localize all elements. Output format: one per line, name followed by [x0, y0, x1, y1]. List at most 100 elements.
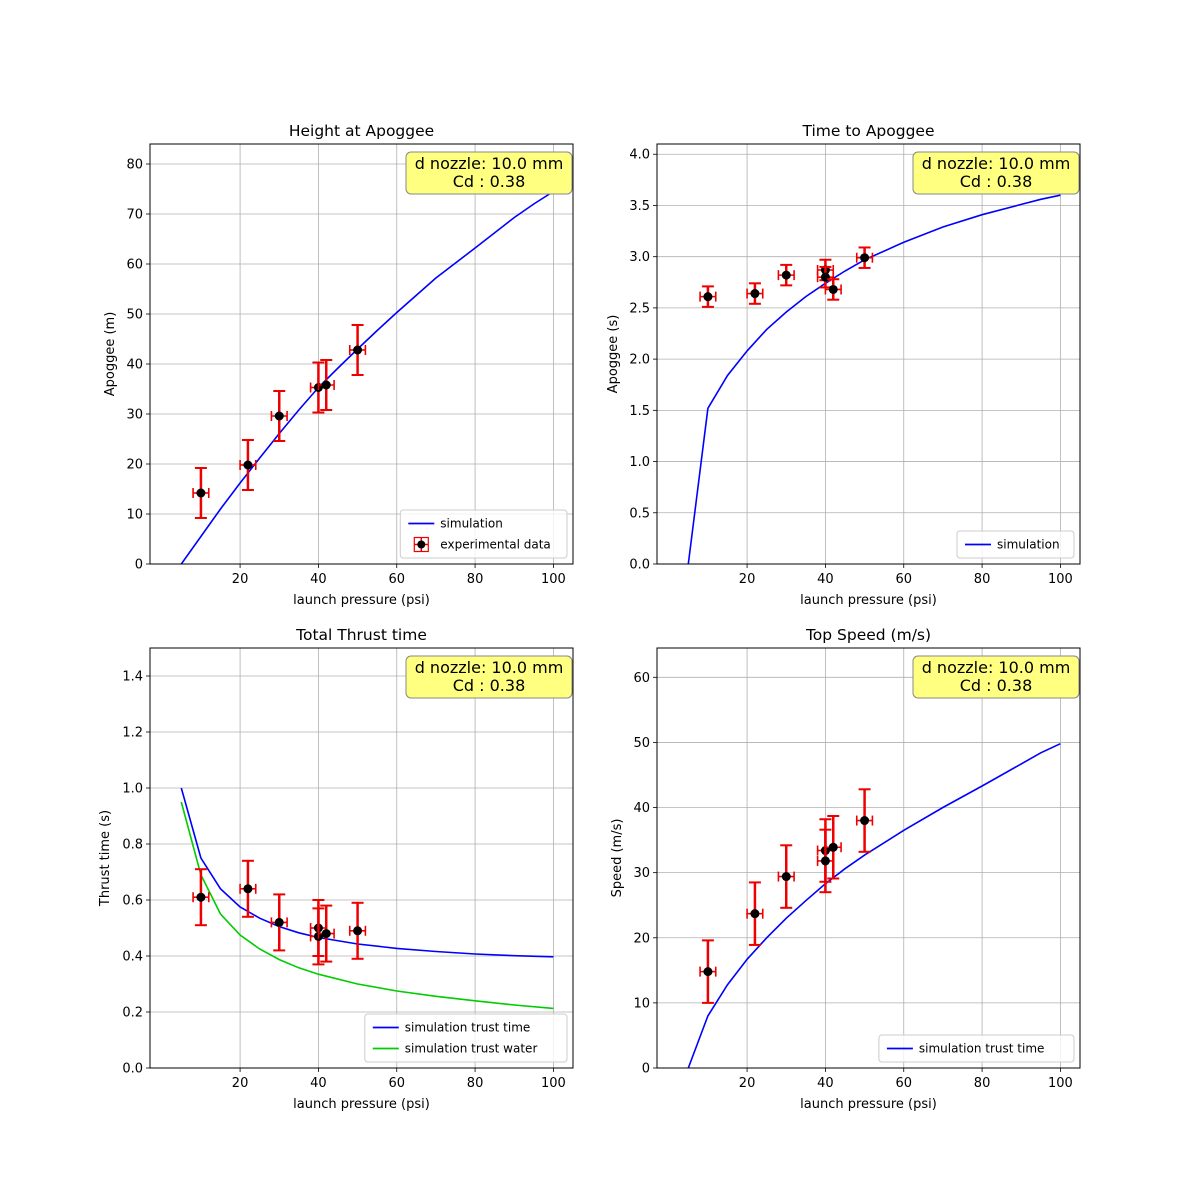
- y-tick-label: 0.2: [122, 1006, 143, 1021]
- x-tick-label: 20: [232, 1076, 249, 1091]
- x-tick-label: 20: [232, 572, 249, 587]
- y-tick-label: 1.2: [122, 726, 143, 741]
- x-tick-label: 100: [1048, 572, 1073, 587]
- experimental-point: [855, 246, 874, 269]
- chart-title: Time to Apoggee: [801, 122, 934, 140]
- legend: simulation trust time simulation trust wa…: [364, 1013, 568, 1063]
- legend-frame: [956, 530, 1075, 559]
- y-tick-label: 2.5: [629, 301, 650, 316]
- y-tick-label: 2.0: [629, 353, 650, 368]
- subplot-time-to-apogee: Time to Apoggee launch pressure (psi) Ap…: [606, 122, 1081, 608]
- y-tick-label: 0.0: [629, 558, 650, 573]
- x-tick-label: 20: [739, 572, 756, 587]
- annotation-nozzle-text: d nozzle: 10.0 mm: [415, 154, 564, 173]
- experimental-point: [746, 881, 764, 946]
- y-axis-label: Speed (m/s): [610, 819, 625, 898]
- y-tick-label: 0.4: [122, 950, 143, 965]
- axes-frame: [656, 647, 1081, 1069]
- experimental-point: [824, 815, 842, 880]
- experimental-point: [348, 324, 367, 376]
- experimental-point: [777, 263, 795, 287]
- series-line-simulation-trust-time: [180, 787, 554, 958]
- legend-label: simulation trust time: [405, 1021, 531, 1035]
- data-marker: [781, 872, 791, 882]
- annotation-cd-text: Cd : 0.38: [453, 172, 526, 191]
- series-line-simulation-trust-water: [180, 801, 554, 1010]
- x-tick-label: 40: [817, 1076, 834, 1091]
- y-tick-label: 1.5: [629, 404, 650, 419]
- annotation-cd-text: Cd : 0.38: [960, 172, 1033, 191]
- axes-frame: [149, 647, 574, 1069]
- legend-label: simulation: [997, 538, 1060, 552]
- y-tick-label: 4.0: [629, 148, 650, 163]
- experimental-point: [239, 439, 257, 491]
- annotation-nozzle-text: d nozzle: 10.0 mm: [922, 658, 1071, 677]
- y-tick-label: 80: [126, 158, 143, 173]
- y-tick-label: 30: [126, 408, 143, 423]
- x-tick-label: 20: [739, 1076, 756, 1091]
- y-tick-label: 0.5: [629, 506, 650, 521]
- subplot-height-at-apogee: Height at Apoggee launch pressure (psi) …: [103, 122, 574, 608]
- data-marker: [703, 292, 713, 302]
- data-marker: [820, 272, 830, 282]
- data-marker: [243, 884, 253, 894]
- experimental-point: [348, 901, 367, 960]
- y-tick-label: 0.8: [122, 838, 143, 853]
- x-tick-label: 40: [310, 1076, 327, 1091]
- data-marker: [750, 289, 760, 299]
- experimental-point: [855, 788, 874, 853]
- annotation-cd-text: Cd : 0.38: [960, 676, 1033, 695]
- y-tick-label: 60: [633, 671, 650, 686]
- chart-title: Height at Apoggee: [289, 122, 434, 140]
- x-tick-label: 60: [388, 1076, 405, 1091]
- x-tick-label: 40: [817, 572, 834, 587]
- experimental-point: [746, 282, 764, 305]
- annotation-background: [405, 655, 573, 699]
- experimental-point: [192, 868, 210, 927]
- annotation-cd-text: Cd : 0.38: [453, 676, 526, 695]
- x-tick-label: 80: [467, 1076, 484, 1091]
- axes-frame: [149, 143, 574, 565]
- y-tick-label: 0.6: [122, 894, 143, 909]
- experimental-point: [270, 390, 288, 442]
- series-line-simulation-trust-time: [687, 742, 1061, 1068]
- chart-title: Top Speed (m/s): [805, 626, 931, 644]
- annotation-background: [912, 151, 1080, 195]
- x-tick-label: 80: [467, 572, 484, 587]
- x-tick-label: 60: [895, 572, 912, 587]
- subplot-total-thrust-time: Total Thrust time launch pressure (psi) …: [98, 626, 574, 1112]
- y-tick-label: 3.0: [629, 250, 650, 265]
- y-tick-label: 0: [135, 558, 143, 573]
- data-marker: [781, 270, 791, 280]
- chart-title: Total Thrust time: [295, 626, 427, 644]
- data-marker: [274, 411, 284, 421]
- data-marker: [243, 460, 253, 470]
- data-marker: [860, 816, 870, 826]
- x-tick-label: 60: [895, 1076, 912, 1091]
- y-tick-label: 0: [642, 1062, 650, 1077]
- x-tick-label: 80: [974, 572, 991, 587]
- y-tick-label: 50: [126, 308, 143, 323]
- x-tick-label: 40: [310, 572, 327, 587]
- y-tick-label: 20: [126, 458, 143, 473]
- y-tick-label: 60: [126, 258, 143, 273]
- y-tick-label: 1.0: [122, 782, 143, 797]
- data-marker: [321, 929, 331, 939]
- y-tick-label: 10: [126, 508, 143, 523]
- data-marker: [703, 967, 713, 977]
- y-axis-label: Thrust time (s): [98, 810, 113, 907]
- y-tick-label: 40: [126, 358, 143, 373]
- y-tick-label: 1.4: [122, 670, 143, 685]
- experimental-point: [777, 844, 795, 909]
- data-marker: [828, 842, 838, 852]
- x-axis-label: launch pressure (psi): [800, 1097, 937, 1112]
- annotation-nozzle-text: d nozzle: 10.0 mm: [415, 658, 564, 677]
- x-tick-label: 100: [1048, 1076, 1073, 1091]
- y-tick-label: 0.0: [122, 1062, 143, 1077]
- data-marker: [321, 380, 331, 390]
